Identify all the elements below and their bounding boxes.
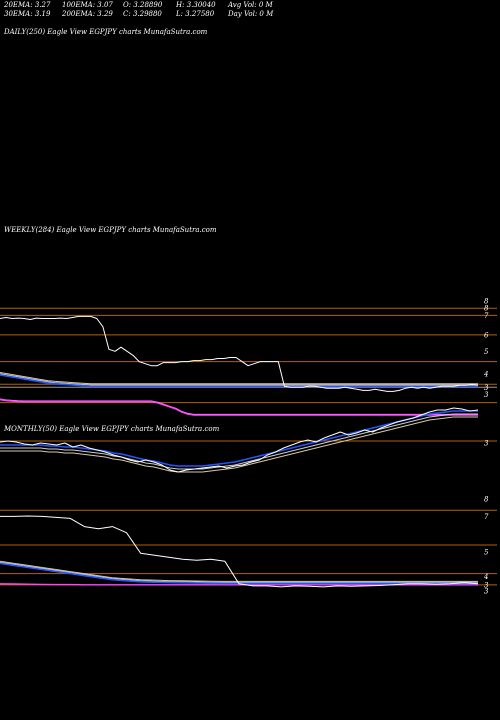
weekly-ytick-2: 7: [484, 312, 489, 320]
weekly-ytick-5: 4: [483, 370, 488, 378]
monthly-price-line: [0, 515, 479, 588]
day-vol-text: Day Vol: 0 M: [228, 10, 274, 18]
weekly-panel-label: WEEKLY(284) Eagle View EGPJPY charts Mun…: [4, 226, 217, 234]
ema200-text: 200EMA: 3.29: [62, 10, 113, 18]
weekly-ema-blue-line: [0, 374, 478, 388]
close-text: C: 3.29880: [123, 10, 162, 18]
ema30-text: 30EMA: 3.19: [4, 10, 51, 18]
weekly-price-line: [0, 315, 479, 392]
avg-vol-text: Avg Vol: 0 M: [228, 1, 273, 9]
daily-ema-tan-line: [0, 416, 478, 473]
monthly-ema-tan-line: [0, 560, 478, 582]
weekly-ytick-4: 5: [484, 348, 489, 356]
daily-ytick-0: 3: [484, 440, 489, 448]
monthly-panel-label: MONTHLY(50) Eagle View EGPJPY charts Mun…: [4, 425, 220, 433]
weekly-ema-magenta-line: [0, 398, 478, 416]
weekly-ytick-0: 8: [484, 298, 489, 306]
daily-price-line: [0, 407, 479, 473]
low-text: L: 3.27580: [176, 10, 215, 18]
monthly-ytick-4: 3: [484, 581, 489, 589]
monthly-ytick-3: 4: [483, 573, 488, 581]
daily-ema-white-line: [0, 413, 478, 470]
monthly-ytick-2: 5: [484, 549, 489, 557]
ema20-text: 20EMA: 3.27: [4, 1, 51, 9]
weekly-ytick-7: 3: [484, 391, 489, 399]
monthly-ytick-0: 8: [484, 496, 489, 504]
high-text: H: 3.30040: [176, 1, 216, 9]
ema100-text: 100EMA: 3.07: [62, 1, 113, 9]
monthly-ema-white-line: [0, 561, 478, 583]
weekly-ytick-1: 8: [484, 305, 489, 313]
weekly-ema-white-line: [0, 373, 478, 386]
weekly-ytick-6: 3: [484, 384, 489, 392]
weekly-ytick-3: 6: [484, 331, 489, 339]
monthly-ytick-1: 7: [484, 513, 489, 521]
daily-panel-label: DAILY(250) Eagle View EGPJPY charts Muna…: [4, 28, 208, 36]
monthly-ytick-5: 3: [484, 587, 489, 595]
open-text: O: 3.28890: [123, 1, 163, 9]
weekly-ema-tan-line: [0, 372, 478, 385]
